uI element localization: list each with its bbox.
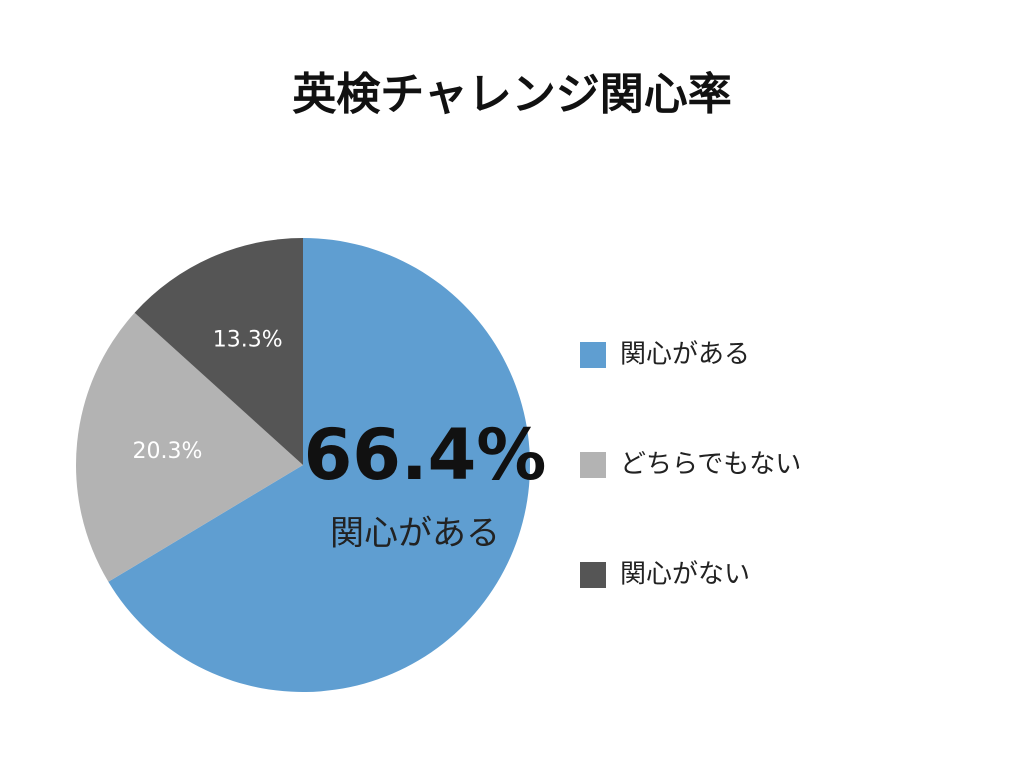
value-label: 13.3% — [213, 328, 283, 353]
value-label: 20.3% — [133, 439, 203, 464]
value-caption: 関心がある — [330, 514, 500, 554]
legend-label: どちらでもない — [620, 450, 801, 480]
chart-title: 英検チャレンジ関心率 — [292, 69, 732, 120]
legend-swatch — [580, 342, 606, 368]
legend-label: 関心がある — [620, 340, 750, 370]
legend-label: 関心がない — [620, 560, 750, 590]
pie-slice — [134, 238, 303, 465]
pie-slice — [75, 312, 303, 582]
legend-swatch — [580, 452, 606, 478]
value-label: 66.4% — [304, 414, 547, 496]
pie-slice — [108, 238, 531, 693]
legend-swatch — [580, 562, 606, 588]
